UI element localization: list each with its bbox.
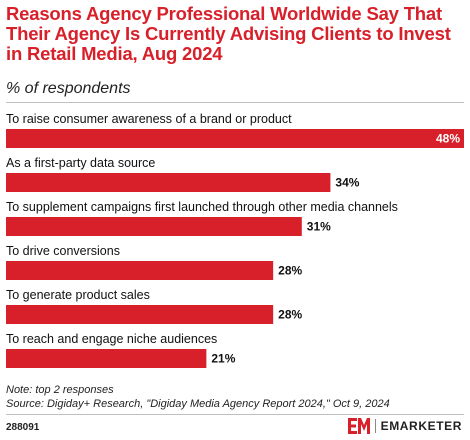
bar bbox=[6, 349, 207, 368]
brand-name: EMARKETER bbox=[380, 419, 462, 433]
value-label: 48% bbox=[436, 132, 460, 146]
bar bbox=[6, 305, 274, 324]
bar bbox=[6, 129, 464, 148]
brand: EMARKETER bbox=[347, 418, 462, 434]
brand-divider bbox=[374, 419, 376, 433]
bar-chart: To raise consumer awareness of a brand o… bbox=[6, 112, 464, 368]
chart-title: Reasons Agency Professional Worldwide Sa… bbox=[6, 3, 451, 64]
bar bbox=[6, 173, 331, 192]
chart-source: Source: Digiday+ Research, "Digiday Medi… bbox=[6, 398, 390, 410]
emarketer-logo-icon bbox=[347, 418, 370, 434]
value-label: 21% bbox=[211, 352, 235, 366]
header-divider bbox=[6, 102, 464, 103]
category-label: To drive conversions bbox=[6, 244, 120, 258]
category-label: To raise consumer awareness of a brand o… bbox=[6, 112, 292, 126]
bar bbox=[6, 217, 302, 236]
chart-id: 288091 bbox=[6, 422, 40, 433]
chart-note: Note: top 2 responses bbox=[6, 384, 114, 396]
value-label: 28% bbox=[278, 308, 302, 322]
bar bbox=[6, 261, 274, 280]
footer-divider bbox=[6, 414, 464, 415]
value-label: 28% bbox=[278, 264, 302, 278]
value-label: 34% bbox=[335, 176, 359, 190]
category-label: To reach and engage niche audiences bbox=[6, 332, 217, 346]
category-label: To supplement campaigns first launched t… bbox=[6, 200, 398, 214]
category-label: As a first-party data source bbox=[6, 156, 155, 170]
category-label: To generate product sales bbox=[6, 288, 150, 302]
chart-subtitle: % of respondents bbox=[6, 80, 131, 97]
value-label: 31% bbox=[307, 220, 331, 234]
